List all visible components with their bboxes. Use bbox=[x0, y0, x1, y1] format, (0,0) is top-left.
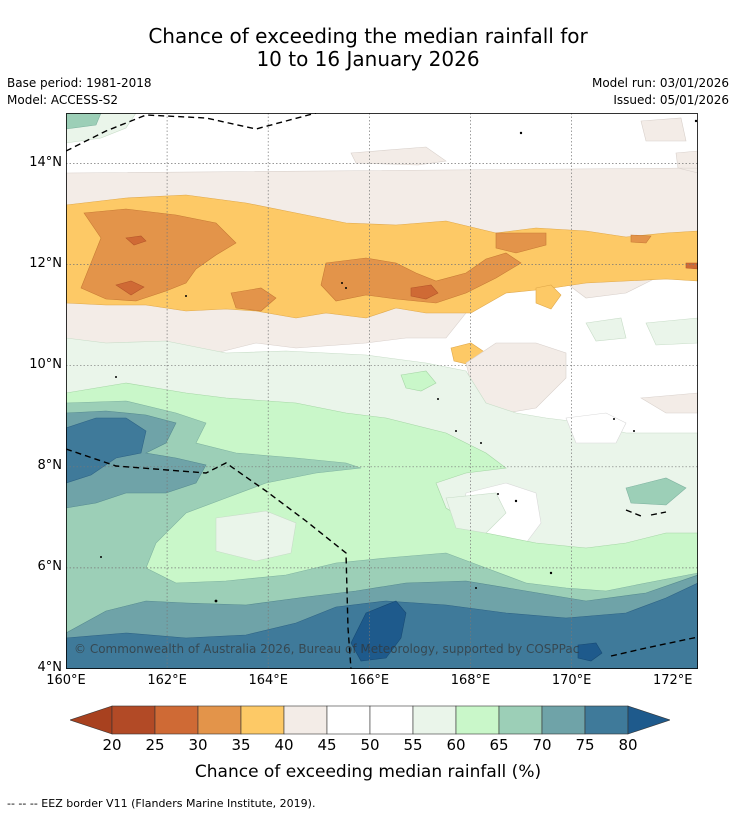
colorbar-bin bbox=[111, 705, 156, 735]
map-frame bbox=[66, 113, 698, 669]
colorbar-tick-label: 65 bbox=[489, 736, 509, 754]
lon-tick-label: 172°E bbox=[652, 673, 693, 688]
copyright-note: © Commonwealth of Australia 2026, Bureau… bbox=[74, 642, 579, 656]
colorbar-tick-label: 60 bbox=[446, 736, 466, 754]
colorbar-bin bbox=[240, 705, 285, 735]
colorbar-under-arrow bbox=[70, 705, 113, 735]
colorbar bbox=[70, 705, 670, 735]
colorbar-over-arrow bbox=[627, 705, 670, 735]
island bbox=[613, 418, 615, 420]
island bbox=[475, 587, 477, 589]
region-40-45-topright bbox=[640, 117, 687, 142]
lat-tick-label: 4°N bbox=[37, 660, 63, 675]
island bbox=[497, 493, 499, 495]
island bbox=[341, 282, 343, 284]
island bbox=[100, 556, 102, 558]
island bbox=[115, 376, 117, 378]
colorbar-bin bbox=[541, 705, 586, 735]
island bbox=[633, 430, 635, 432]
colorbar-tick-label: 80 bbox=[618, 736, 638, 754]
colorbar-tick-label: 70 bbox=[532, 736, 552, 754]
colorbar-tick-label: 55 bbox=[403, 736, 423, 754]
island bbox=[185, 295, 187, 297]
lon-tick-label: 166°E bbox=[349, 673, 390, 688]
model-name: Model: ACCESS-S2 bbox=[7, 93, 119, 107]
colorbar-tick-label: 20 bbox=[102, 736, 122, 754]
lon-tick-label: 160°E bbox=[46, 673, 86, 688]
colorbar-tick-label: 35 bbox=[231, 736, 251, 754]
colorbar-tick-label: 30 bbox=[188, 736, 208, 754]
colorbar-bin bbox=[197, 705, 242, 735]
island bbox=[480, 442, 482, 444]
colorbar-bin bbox=[154, 705, 199, 735]
colorbar-title: Chance of exceeding median rainfall (%) bbox=[194, 762, 542, 782]
colorbar-tick-label: 40 bbox=[274, 736, 294, 754]
region-30-35-band bbox=[80, 208, 652, 312]
island bbox=[694, 119, 698, 123]
island bbox=[214, 599, 218, 603]
lon-tick-label: 164°E bbox=[248, 673, 288, 688]
eez-border-coast bbox=[625, 509, 667, 517]
region-70-75 bbox=[66, 410, 698, 669]
lat-tick-label: 14°N bbox=[29, 154, 62, 170]
lon-tick-label: 170°E bbox=[551, 673, 592, 688]
lon-tick-label: 168°E bbox=[450, 673, 491, 688]
colorbar-bin bbox=[326, 705, 371, 735]
map-grid bbox=[66, 113, 698, 669]
rainfall-map: © Commonwealth of Australia 2026, Bureau… bbox=[66, 113, 698, 669]
issued-date: Issued: 05/01/2026 bbox=[613, 93, 729, 107]
colorbar-bin bbox=[498, 705, 543, 735]
island bbox=[519, 131, 523, 135]
chart-title-line2: 10 to 16 January 2026 bbox=[256, 47, 480, 71]
eez-border-north bbox=[66, 113, 317, 152]
region-55-60-island bbox=[215, 492, 507, 562]
colorbar-tick-label: 25 bbox=[145, 736, 165, 754]
region-65-70-topleft bbox=[66, 113, 102, 130]
lat-tick-label: 6°N bbox=[37, 558, 63, 574]
base-period: Base period: 1981-2018 bbox=[7, 76, 152, 90]
island bbox=[549, 571, 553, 575]
island bbox=[345, 287, 347, 289]
lat-tick-label: 12°N bbox=[29, 255, 62, 271]
chart-title-line1: Chance of exceeding the median rainfall … bbox=[148, 24, 588, 48]
region-over-80 bbox=[350, 600, 603, 662]
colorbar-bin bbox=[283, 705, 328, 735]
colorbar-bin bbox=[412, 705, 457, 735]
eez-border-central bbox=[66, 448, 352, 669]
eez-footnote: -- -- -- EEZ border V11 (Flanders Marine… bbox=[7, 797, 316, 810]
island bbox=[514, 499, 518, 503]
colorbar-tick-label: 45 bbox=[317, 736, 337, 754]
eez-border bbox=[66, 113, 698, 669]
colorbar-bin bbox=[455, 705, 500, 735]
lon-tick-label: 162°E bbox=[147, 673, 187, 688]
colorbar-bin bbox=[369, 705, 414, 735]
colorbar-bin bbox=[584, 705, 629, 735]
lat-tick-label: 8°N bbox=[37, 457, 63, 473]
eez-border-east bbox=[610, 636, 698, 657]
lat-tick-label: 10°N bbox=[29, 356, 62, 372]
colorbar-tick-label: 50 bbox=[360, 736, 380, 754]
colorbar-tick-label: 75 bbox=[575, 736, 595, 754]
island bbox=[455, 430, 457, 432]
model-run: Model run: 03/01/2026 bbox=[591, 76, 729, 90]
island bbox=[437, 398, 439, 400]
region-25-30-spots bbox=[115, 235, 698, 300]
islands bbox=[100, 119, 698, 603]
